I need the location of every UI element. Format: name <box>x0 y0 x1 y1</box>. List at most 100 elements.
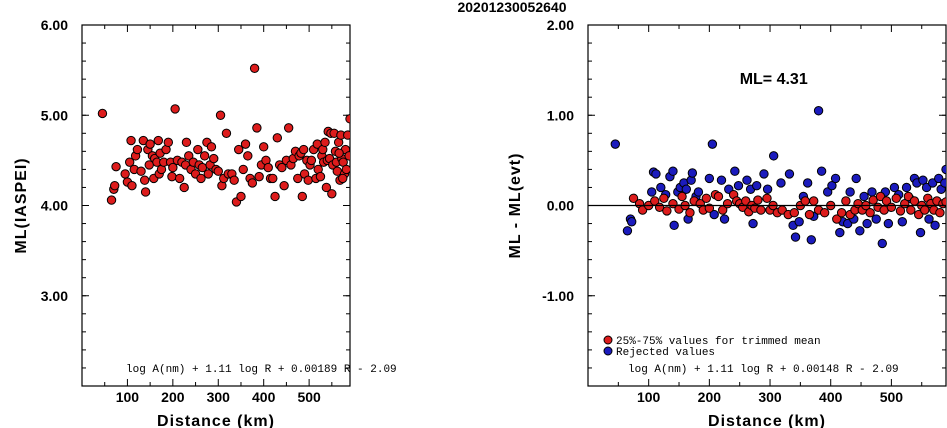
rejected-point <box>762 184 773 194</box>
trimmed-point <box>628 193 639 203</box>
rejected-point <box>877 238 887 249</box>
trimmed-point <box>906 205 916 215</box>
data-point <box>215 110 226 120</box>
rejected-point <box>830 173 841 184</box>
rejected-point <box>794 217 804 227</box>
x-tick-label: 300 <box>758 389 782 405</box>
rejected-point <box>822 187 833 197</box>
y-tick-label: 3.00 <box>41 288 68 304</box>
data-point <box>203 169 213 179</box>
data-point <box>258 142 269 152</box>
data-point <box>320 137 330 148</box>
data-point <box>334 148 344 158</box>
trimmed-point <box>701 193 712 203</box>
trimmed-point <box>935 208 945 218</box>
x-tick-label: 500 <box>297 389 321 405</box>
rejected-point <box>610 139 621 149</box>
data-point <box>111 161 121 172</box>
rejected-point <box>941 164 946 175</box>
data-point <box>126 135 136 146</box>
trimmed-point <box>677 191 687 202</box>
data-point <box>321 182 332 193</box>
ml-residual-chart: 100 200 300 400 500 -1.00 0.00 1.00 2.00 Distance… <box>507 17 947 428</box>
rejected-point <box>862 218 872 229</box>
data-point <box>136 166 146 176</box>
rejected-point <box>687 168 698 178</box>
rejected-point <box>709 209 719 220</box>
data-point <box>229 175 239 185</box>
data-point <box>247 178 258 188</box>
rejected-point <box>924 214 934 224</box>
trimmed-point <box>762 193 772 203</box>
y-axis-label: ML(IASPEI) <box>13 157 30 253</box>
rejected-point <box>901 182 912 193</box>
data-point <box>327 189 337 199</box>
rejected-point <box>651 169 661 179</box>
x-axis-label: Distance (km) <box>157 413 275 428</box>
data-point <box>293 173 303 184</box>
points-layer <box>97 63 350 207</box>
data-point <box>344 151 350 161</box>
data-point <box>270 191 280 202</box>
data-point <box>254 171 264 182</box>
data-point <box>167 171 177 182</box>
trimmed-point <box>756 205 766 215</box>
rejected-point <box>915 227 926 238</box>
data-point <box>279 180 289 191</box>
x-tick-label: 500 <box>880 389 904 405</box>
data-point <box>283 123 294 133</box>
formula-annotation: log A(nm) + 1.11 log R + 0.00148 R - 2.0… <box>628 364 899 376</box>
ml-iaspei-chart: 100 200 300 400 500 3.00 4.00 5.00 6.00 Distance … <box>13 17 397 428</box>
rejected-point <box>889 182 900 193</box>
y-tick-label: 4.00 <box>41 198 68 214</box>
data-point <box>272 133 283 143</box>
rejected-point <box>918 175 928 185</box>
data-point <box>238 164 248 175</box>
data-point <box>153 135 164 146</box>
data-point <box>341 164 350 175</box>
rejected-point <box>940 178 946 188</box>
rejected-point <box>707 139 718 149</box>
rejected-point <box>626 217 637 227</box>
rejected-point <box>656 182 666 193</box>
points-layer <box>610 106 946 249</box>
rejected-point <box>693 187 704 197</box>
data-point <box>213 166 223 176</box>
data-point <box>277 162 287 173</box>
rejected-point <box>647 187 657 197</box>
rejected-point <box>784 169 795 179</box>
rejected-point <box>816 166 827 176</box>
ml-value-label: ML= 4.31 <box>740 71 808 88</box>
x-tick-label: 200 <box>698 389 722 405</box>
x-tick-label: 100 <box>637 389 661 405</box>
data-point <box>343 130 350 140</box>
data-point <box>252 123 262 133</box>
data-point <box>297 191 308 202</box>
data-point <box>196 173 206 184</box>
rejected-point <box>719 214 730 224</box>
trimmed-point <box>841 196 851 206</box>
rejected-point <box>751 180 762 191</box>
data-point <box>263 162 273 173</box>
trimmed-point <box>832 214 842 224</box>
trimmed-point <box>713 191 724 202</box>
x-tick-label: 200 <box>161 389 185 405</box>
data-point <box>193 144 203 155</box>
data-point <box>179 182 189 193</box>
data-point <box>124 157 135 167</box>
data-point <box>170 104 180 114</box>
x-tick-label: 400 <box>252 389 276 405</box>
rejected-point <box>716 175 727 185</box>
data-point <box>249 63 260 74</box>
y-tick-label: -1.00 <box>542 288 574 304</box>
y-tick-label: 0.00 <box>547 198 574 214</box>
data-point <box>132 144 143 155</box>
data-point <box>298 144 309 155</box>
y-tick-label: 2.00 <box>547 17 574 33</box>
legend-label: 25%-75% values for trimmed mean <box>616 336 821 348</box>
trimmed-point <box>662 206 672 216</box>
trimmed-point <box>685 208 695 218</box>
data-point <box>110 180 120 191</box>
data-point <box>221 128 232 139</box>
data-point <box>303 175 313 185</box>
